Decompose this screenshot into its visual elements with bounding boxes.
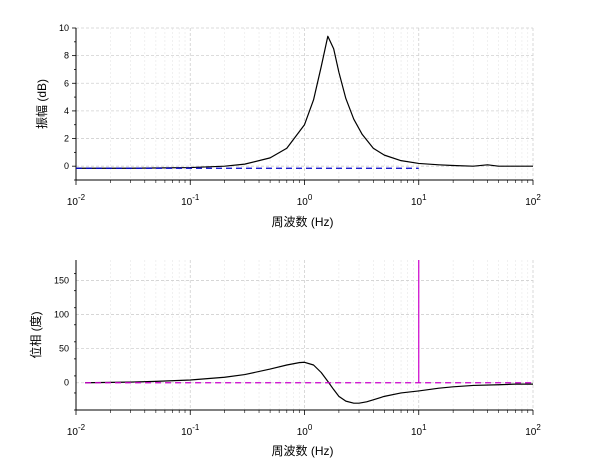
y-tick-label: 10 — [59, 23, 69, 33]
x-tick-label: 102 — [525, 423, 541, 438]
y-tick-label: 100 — [54, 310, 69, 320]
x-tick-label: 100 — [297, 193, 313, 208]
y-tick-label: 50 — [59, 344, 69, 354]
x-tick-label: 100 — [297, 423, 313, 438]
y-axis-title: 振幅 (dB) — [34, 79, 49, 129]
x-tick-label: 101 — [411, 423, 427, 438]
y-tick-label: 6 — [64, 78, 69, 88]
y-tick-label: 150 — [54, 275, 69, 285]
y-tick-label: 2 — [64, 134, 69, 144]
x-axis-title: 周波数 (Hz) — [272, 443, 334, 458]
chart-panel-2: 0 50 100 150 10-2 10-1 100 101 102 周波数 (Hz) 位相 (度) — [28, 260, 541, 458]
x-tick-label: 10-2 — [67, 193, 86, 208]
y-tick-label: 8 — [64, 51, 69, 61]
chart-panel-1: 0 2 4 6 8 10 10-2 10-1 100 101 102 周波数 (Hz) 振幅 (dB) — [34, 23, 541, 229]
series-line-1 — [76, 35, 533, 169]
x-tick-label: 10-1 — [181, 423, 200, 438]
x-tick-label: 10-2 — [67, 423, 86, 438]
y-tick-label: 0 — [64, 161, 69, 171]
x-tick-label: 10-1 — [181, 193, 200, 208]
x-tick-label: 102 — [525, 193, 541, 208]
y-tick-label: 4 — [64, 106, 69, 116]
series-line-1 — [85, 361, 533, 404]
x-tick-label: 101 — [411, 193, 427, 208]
x-axis-title: 周波数 (Hz) — [272, 214, 334, 229]
y-tick-label: 0 — [64, 378, 69, 388]
y-axis-title: 位相 (度) — [28, 311, 43, 358]
